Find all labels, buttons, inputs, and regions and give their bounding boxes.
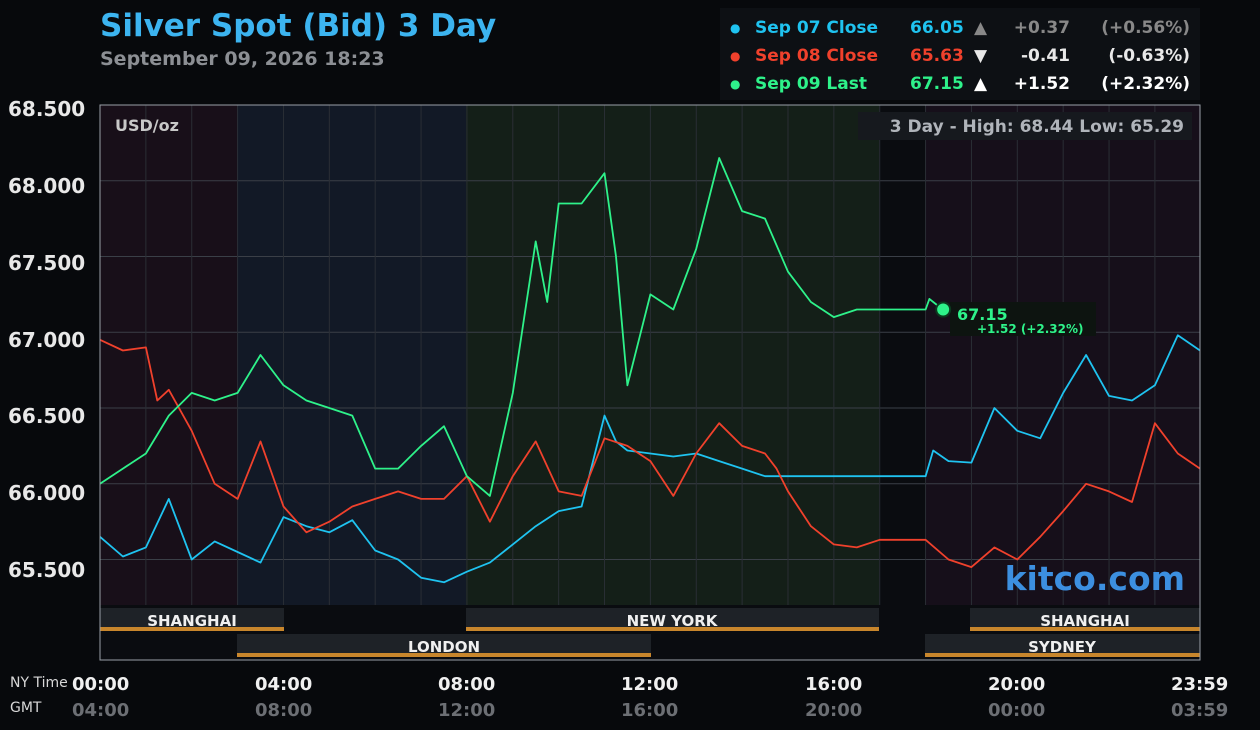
- legend-pct: (-0.63%): [1108, 46, 1190, 66]
- price-lines: [99, 157, 1201, 584]
- gmt-tick-label: 08:00: [255, 700, 313, 721]
- legend-row-sep09: ● Sep 09 Last 67.15 ▲ +1.52 (+2.32%): [720, 70, 1200, 98]
- session-underline: [466, 627, 879, 631]
- session-label: SHANGHAI: [147, 612, 237, 630]
- chart-title: Silver Spot (Bid) 3 Day: [100, 8, 497, 44]
- legend-row-sep08: ● Sep 08 Close 65.63 ▼ -0.41 (-0.63%): [720, 42, 1200, 70]
- legend-pct: (+0.56%): [1101, 18, 1190, 38]
- legend-value: 66.05: [910, 18, 964, 38]
- session-london: [237, 634, 651, 657]
- x-tick-label: 20:00: [988, 674, 1046, 695]
- x-tick-label: 12:00: [621, 674, 679, 695]
- gmt-tick-label: 03:59: [1171, 700, 1229, 721]
- x-tick-label: 00:00: [72, 674, 130, 695]
- last-price-value: 67.15: [957, 305, 1008, 324]
- y-tick-label: 65.500: [8, 558, 86, 582]
- gmt-label: GMT: [10, 700, 42, 716]
- ny-time-label: NY Time: [10, 675, 68, 691]
- session-underline: [970, 627, 1200, 631]
- series-line-sep-09-last: [99, 157, 944, 497]
- gmt-tick-label: 04:00: [72, 700, 130, 721]
- up-arrow-icon: ▲: [974, 18, 988, 38]
- series-dot-icon: ●: [730, 21, 741, 35]
- session-underline: [100, 627, 284, 631]
- legend-value: 65.63: [910, 46, 964, 66]
- last-price-marker: 67.15 +1.52 (+2.32%): [935, 301, 1096, 336]
- legend-label: Sep 09 Last: [755, 74, 867, 94]
- x-tick-label: 16:00: [805, 674, 863, 695]
- x-tick-label: 23:59: [1171, 674, 1229, 695]
- session-label: SYDNEY: [1028, 638, 1097, 656]
- series-line-sep-07-close: [99, 334, 1201, 584]
- series-dot-icon: ●: [730, 49, 741, 63]
- series-line-sep-08-close: [99, 338, 1201, 568]
- down-arrow-icon: ▼: [974, 46, 988, 66]
- gmt-tick-label: 20:00: [805, 700, 863, 721]
- session-underline: [925, 653, 1200, 657]
- chart-timestamp: September 09, 2026 18:23: [100, 48, 385, 70]
- y-tick-label: 66.500: [8, 404, 86, 428]
- session-sydney: [925, 634, 1200, 657]
- high-low-stats: 3 Day - High: 68.44 Low: 65.29: [890, 117, 1184, 137]
- last-price-change: +1.52 (+2.32%): [977, 322, 1084, 336]
- series-dot-icon: ●: [730, 77, 741, 91]
- y-tick-label: 66.000: [8, 481, 86, 505]
- x-tick-label: 04:00: [255, 674, 313, 695]
- legend: ● Sep 07 Close 66.05 ▲ +0.37 (+0.56%) ● …: [720, 8, 1200, 100]
- legend-row-sep07: ● Sep 07 Close 66.05 ▲ +0.37 (+0.56%): [720, 14, 1200, 42]
- session-shanghai-1: [100, 608, 284, 631]
- session-label: NEW YORK: [627, 612, 719, 630]
- gmt-tick-label: 16:00: [621, 700, 679, 721]
- last-price-box: [950, 302, 1096, 336]
- y-tick-label: 67.000: [8, 328, 86, 352]
- session-underline: [237, 653, 651, 657]
- last-price-dot: [935, 301, 952, 318]
- legend-label: Sep 07 Close: [755, 18, 879, 38]
- y-tick-label: 68.500: [8, 97, 86, 121]
- gmt-tick-label: 00:00: [988, 700, 1046, 721]
- session-shanghai-2: [970, 608, 1200, 631]
- session-new-york: [466, 608, 879, 631]
- legend-value: 67.15: [910, 74, 964, 94]
- y-tick-label: 68.000: [8, 174, 86, 198]
- stats-box: [858, 112, 1192, 140]
- legend-label: Sep 08 Close: [755, 46, 879, 66]
- grid-lines: [100, 104, 1200, 605]
- session-label: SHANGHAI: [1040, 612, 1130, 630]
- session-label: LONDON: [408, 638, 480, 656]
- legend-change: +1.52: [1013, 74, 1070, 94]
- legend-change: +0.37: [1013, 18, 1070, 38]
- gmt-tick-label: 12:00: [438, 700, 496, 721]
- legend-change: -0.41: [1021, 46, 1070, 66]
- x-tick-label: 08:00: [438, 674, 496, 695]
- legend-pct: (+2.32%): [1101, 74, 1190, 94]
- y-tick-label: 67.500: [8, 251, 86, 275]
- session-bars: SHANGHAI NEW YORK SHANGHAI LONDON SYDNEY: [100, 605, 1200, 660]
- unit-label: USD/oz: [115, 116, 179, 135]
- plot-border: [99, 104, 1201, 661]
- up-arrow-icon: ▲: [974, 74, 988, 94]
- kitco-watermark: kitco.com: [1005, 559, 1185, 598]
